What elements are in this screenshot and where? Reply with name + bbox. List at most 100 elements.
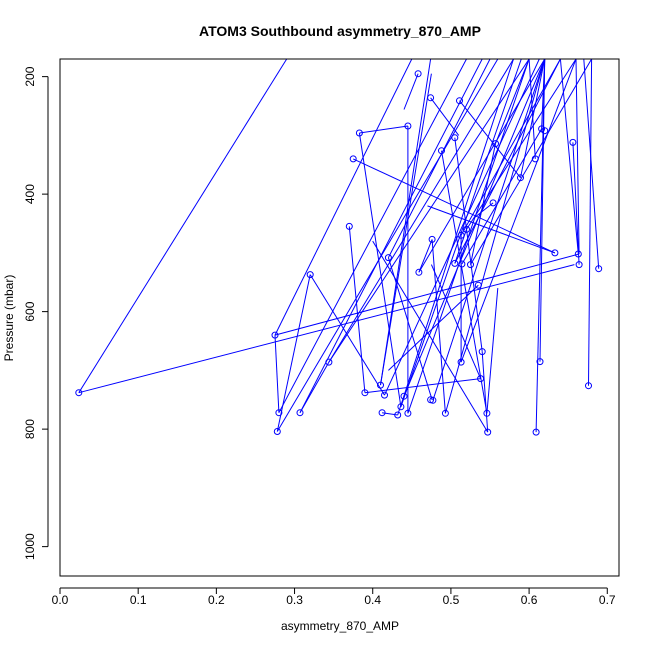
- series-line-segment: [387, 257, 433, 400]
- data-point: [345, 222, 353, 230]
- data-point: [273, 428, 281, 435]
- data-point: [415, 268, 423, 276]
- series-line-segment: [539, 59, 546, 362]
- data-point: [595, 265, 603, 273]
- data-point: [531, 155, 539, 163]
- y-axis-label: Pressure (mbar): [2, 275, 16, 362]
- data-point: [275, 409, 283, 417]
- series-line-segment: [358, 132, 402, 407]
- axes-layer: 0.0 0.1 0.2 0.3 0.4 0.5 0.6 0.7 200 400 600 800 1000: [23, 66, 616, 607]
- data-point: [271, 331, 279, 339]
- data-point: [574, 250, 582, 258]
- y-tick-label: 600: [23, 301, 37, 321]
- series-line-segment: [460, 59, 577, 363]
- data-point: [378, 409, 386, 417]
- data-point: [451, 259, 459, 267]
- x-tick-label: 0.1: [130, 593, 147, 607]
- series-line-segment: [474, 202, 494, 218]
- data-point: [400, 392, 408, 400]
- series-line-segment: [309, 274, 385, 396]
- data-point: [575, 261, 583, 269]
- data-layer: [75, 59, 603, 436]
- series-line-segment: [470, 59, 593, 265]
- data-point: [404, 122, 412, 130]
- data-point: [349, 155, 357, 163]
- series-line-segment: [274, 253, 580, 336]
- series-line-segment: [541, 59, 546, 129]
- data-point: [477, 375, 485, 383]
- data-point: [551, 249, 559, 257]
- series-line-segment: [495, 59, 530, 144]
- data-point: [296, 409, 304, 417]
- data-point: [457, 231, 465, 239]
- series-line-segment: [400, 59, 522, 407]
- series-line-segment: [364, 378, 481, 394]
- data-point: [484, 428, 492, 436]
- data-point: [451, 134, 459, 142]
- data-point: [306, 271, 314, 279]
- x-tick-label: 0.7: [599, 593, 616, 607]
- data-point: [414, 70, 422, 78]
- x-axis-label: asymmetry_870_AMP: [281, 619, 399, 633]
- series-line-segment: [348, 226, 366, 393]
- series-line-segment: [418, 239, 433, 273]
- series-line-segment: [78, 59, 288, 393]
- series-line-segment: [384, 59, 540, 396]
- series-line-segment: [380, 73, 432, 386]
- data-point: [361, 389, 369, 397]
- data-point: [381, 391, 388, 399]
- series-line-segment: [427, 205, 556, 254]
- data-point: [489, 199, 497, 207]
- series-line-segment: [441, 150, 488, 414]
- series-line-segment: [431, 239, 446, 414]
- series-line-segment: [470, 143, 496, 265]
- y-tick-label: 200: [23, 66, 37, 86]
- series-line-segment: [418, 59, 546, 273]
- data-point: [569, 138, 577, 146]
- series-line-segment: [299, 361, 330, 413]
- data-point: [429, 396, 437, 404]
- data-point: [325, 358, 333, 366]
- series-line-segment: [583, 59, 600, 269]
- series-line-segment: [387, 59, 491, 258]
- series-line-segment: [78, 264, 575, 394]
- data-point: [458, 260, 466, 268]
- series-line-segment: [575, 59, 580, 255]
- series-line-segment: [328, 59, 514, 363]
- data-point: [536, 358, 544, 366]
- data-point: [438, 147, 445, 155]
- data-point: [483, 409, 491, 417]
- data-point: [467, 261, 474, 269]
- plot-frame: [59, 58, 620, 577]
- series-line-segment: [432, 59, 546, 401]
- series-line-segment: [274, 59, 413, 336]
- series-line-segment: [276, 59, 499, 432]
- series-line-segment: [559, 59, 579, 255]
- data-point: [456, 97, 463, 105]
- series-line-segment: [466, 59, 577, 230]
- x-tick-label: 0.0: [52, 593, 69, 607]
- series-line-segment: [388, 284, 479, 371]
- series-line-segment: [403, 73, 419, 110]
- series-line-segment: [430, 97, 460, 136]
- data-point: [532, 428, 540, 436]
- series-line-segment: [459, 100, 521, 179]
- data-point: [517, 174, 524, 182]
- data-point: [75, 389, 83, 397]
- data-point: [585, 382, 592, 390]
- chart-title: ATOM3 Southbound asymmetry_870_AMP: [199, 23, 481, 39]
- data-point: [474, 281, 482, 289]
- series-line-segment: [328, 59, 530, 363]
- data-point: [428, 235, 436, 243]
- data-point: [384, 254, 392, 262]
- x-tick-label: 0.3: [286, 593, 303, 607]
- series-line-segment: [403, 59, 546, 397]
- data-point: [457, 358, 465, 366]
- series-line-segment: [486, 288, 499, 414]
- series-line-segment: [276, 274, 311, 432]
- data-point: [404, 409, 412, 417]
- data-point: [463, 225, 470, 233]
- x-tick-label: 0.5: [443, 593, 460, 607]
- data-point: [397, 403, 405, 411]
- series-line-segment: [481, 351, 489, 433]
